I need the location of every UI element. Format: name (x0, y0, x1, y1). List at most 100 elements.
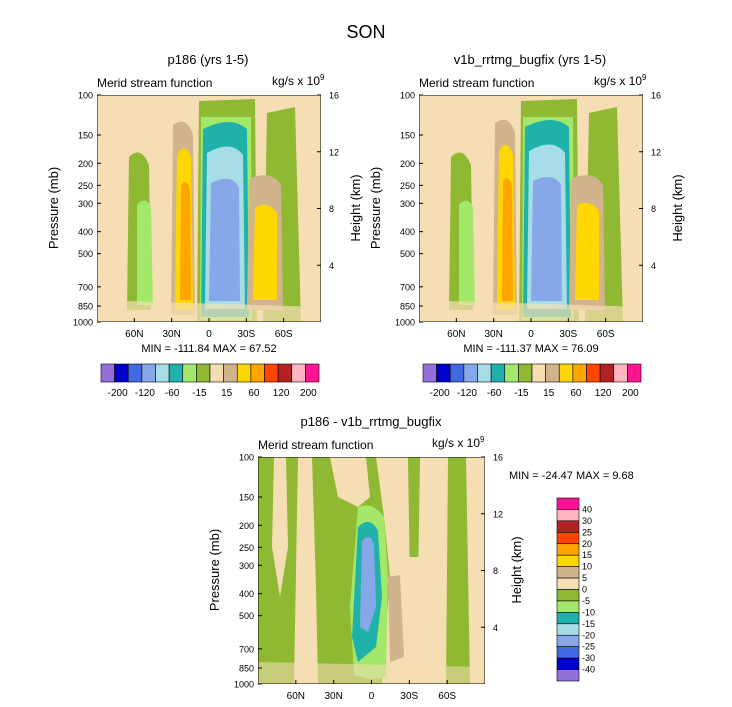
panel-3-plot-area (258, 457, 485, 684)
colorbar-swatch (531, 363, 546, 383)
panel-3-ytick-label: 850 (239, 663, 254, 673)
panel-3-ytick-label: 100 (239, 453, 254, 463)
panel-3-ytick-label: 500 (239, 611, 254, 621)
panel-2-units-exp: 9 (642, 73, 647, 82)
colorbar-swatch (627, 363, 642, 383)
colorbar-swatch (556, 646, 580, 659)
colorbar-swatch (556, 634, 580, 647)
colorbar-swatch (556, 554, 580, 567)
panel-3-ytick-label: 400 (239, 589, 254, 599)
panel-3-xtick-label: 60S (438, 691, 456, 702)
colorbar-label: 15 (543, 388, 555, 399)
panel-1-axes: 60N 30N 0 30S 60S 100 150 200 250 300 400 500 700 850… (73, 91, 339, 341)
panel-3-htick-label: 8 (493, 566, 498, 576)
colorbar-swatch (182, 363, 197, 383)
panel-1-htick-label: 4 (329, 261, 334, 271)
colorbar-swatch (556, 520, 580, 533)
colorbar-swatch (613, 363, 628, 383)
panel-3-axes: 60N 30N 0 30S 60S 100 150 200 250 300 400 500 700 850… (234, 453, 503, 703)
colorbar-swatch (504, 363, 519, 383)
colorbar-swatch (556, 669, 580, 682)
panel-3-xtick-label: 0 (369, 691, 375, 702)
panel-1-htick-label: 16 (329, 91, 339, 101)
panel-2-plot-area (419, 95, 643, 322)
panel-2-ytick-label: 500 (400, 249, 415, 259)
colorbar-swatch (100, 363, 115, 383)
panel-2-axes: 60N 30N 0 30S 60S 100 150 200 250 300 400 500 700 850… (395, 91, 661, 341)
colorbar-label: 60 (248, 388, 260, 399)
panel-2-htick-label: 8 (651, 204, 656, 214)
colorbar-swatch (155, 363, 170, 383)
colorbar-swatch (250, 363, 265, 383)
colorbar-top-left: -200 -120 -60 -15 15 60 120 200 (100, 363, 320, 399)
panel-1-ytick-label: 400 (78, 227, 93, 237)
colorbar-swatch (141, 363, 156, 383)
panel-3-xtick-label: 30S (400, 691, 418, 702)
panel-1-subtitle: Merid stream function (97, 76, 212, 90)
panel-1-ylabel: Pressure (mb) (46, 167, 61, 249)
colorbar-swatch (556, 612, 580, 625)
colorbar-swatch (556, 600, 580, 613)
panel-2-ylabel: Pressure (mb) (368, 167, 383, 249)
colorbar-label: -120 (457, 388, 477, 399)
panel-1: p186 (yrs 1-5) Merid stream function kg/… (46, 52, 363, 355)
panel-2-xtick-label: 30N (484, 329, 502, 340)
panel-3-subtitle: Merid stream function (258, 438, 373, 452)
colorbar-label: 25 (582, 527, 592, 537)
panel-2-ytick-label: 200 (400, 159, 415, 169)
colorbar-label: -200 (430, 388, 450, 399)
colorbar-swatch (291, 363, 306, 383)
colorbar-swatch (277, 363, 293, 383)
panel-3-ylabel-right: Height (km) (509, 536, 524, 603)
colorbar-swatch (556, 543, 580, 556)
panel-3-xtick-label: 60N (287, 691, 305, 702)
colorbar-label: 200 (300, 388, 317, 399)
panel-2-units-prefix: kg/s x 10 (594, 74, 642, 88)
colorbar-swatch (556, 589, 580, 602)
panel-1-ylabel-right: Height (km) (348, 174, 363, 241)
colorbar-swatch (127, 363, 143, 383)
colorbar-swatch (436, 363, 451, 383)
colorbar-swatch (572, 363, 587, 383)
colorbar-label: -60 (165, 388, 180, 399)
panel-1-stats: MIN = -111.84 MAX = 67.52 (141, 343, 276, 355)
panel-3-ytick-label: 250 (239, 543, 254, 553)
panel-2-ytick-label: 100 (400, 91, 415, 101)
colorbar-label: 40 (582, 504, 592, 514)
colorbar-swatch (477, 363, 492, 383)
colorbar-swatch (490, 363, 506, 383)
panel-3-units: kg/s x 109 (432, 435, 485, 450)
panel-2-xtick-label: 60N (447, 329, 465, 340)
colorbar-label: 60 (570, 388, 582, 399)
colorbar-label: 120 (595, 388, 612, 399)
panel-2-title: v1b_rrtmg_bugfix (yrs 1-5) (454, 52, 606, 67)
panel-2-units: kg/s x 109 (594, 73, 647, 88)
panel-1-ytick-label: 250 (78, 181, 93, 191)
colorbar-swatch (545, 363, 560, 383)
colorbar-swatch (236, 363, 252, 383)
colorbar-label: 20 (582, 539, 592, 549)
colorbar-swatch (556, 566, 580, 579)
panel-2-subtitle: Merid stream function (419, 76, 534, 90)
panel-2-ytick-label: 1000 (395, 318, 415, 328)
panel-1-units-exp: 9 (320, 73, 325, 82)
colorbar-label: -20 (582, 630, 595, 640)
panel-2-ytick-label: 700 (400, 282, 415, 292)
panel-2-xtick-label: 0 (528, 329, 534, 340)
panel-2-ytick-label: 250 (400, 181, 415, 191)
colorbar-swatch (422, 363, 437, 383)
panel-1-xtick-label: 0 (206, 329, 212, 340)
colorbar-label: -15 (514, 388, 529, 399)
panel-3-htick-label: 12 (493, 509, 503, 519)
colorbar-swatch (556, 509, 580, 522)
panel-2-htick-label: 12 (651, 147, 661, 157)
colorbar-label: -60 (487, 388, 502, 399)
panel-1-xtick-label: 60S (275, 329, 293, 340)
panel-1-htick-label: 8 (329, 204, 334, 214)
panel-3-ytick-label: 300 (239, 561, 254, 571)
colorbar-label: 200 (622, 388, 639, 399)
colorbar-swatch (168, 363, 184, 383)
panel-1-plot-area (97, 95, 321, 322)
panel-3-ytick-label: 200 (239, 521, 254, 531)
